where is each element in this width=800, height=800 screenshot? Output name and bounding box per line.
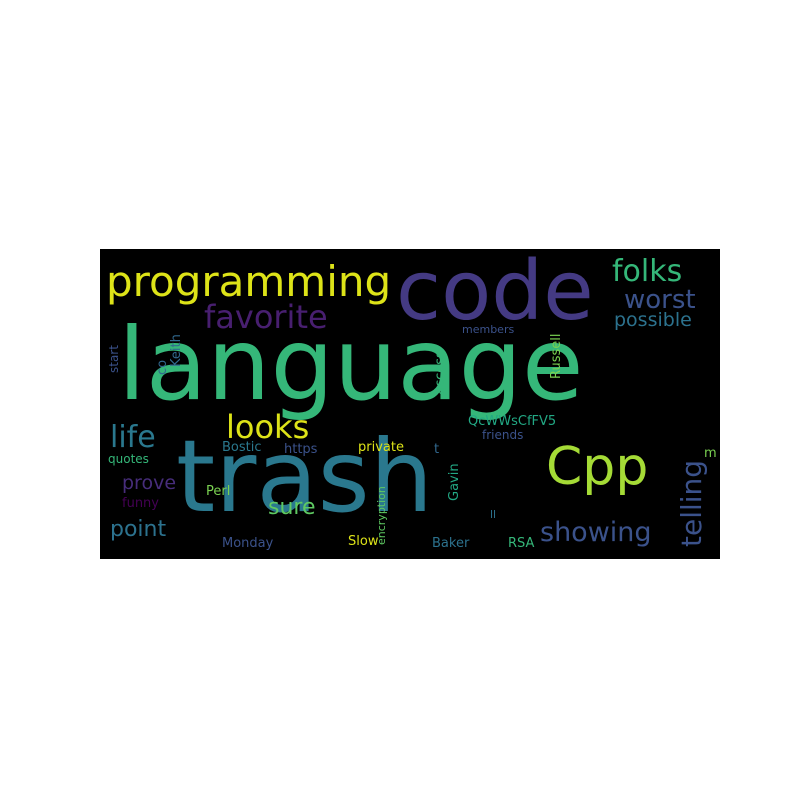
word-point: point — [110, 517, 167, 542]
word-showing: showing — [540, 517, 652, 548]
word-trash: trash — [176, 418, 434, 535]
word-telling: telling — [675, 459, 708, 547]
word-gavin: Gavin — [447, 463, 462, 501]
word-co: co — [155, 359, 170, 375]
word-quotes: quotes — [108, 452, 149, 466]
word-funny: funny — [122, 496, 159, 511]
word-baker: Baker — [432, 536, 470, 551]
word-https: https — [284, 442, 318, 457]
word-members: members — [462, 323, 515, 336]
word-looks: looks — [226, 408, 310, 446]
word-monday: Monday — [222, 536, 274, 551]
word-access: access — [433, 351, 448, 395]
word-russell: Russell — [549, 333, 564, 379]
word-ll: ll — [490, 508, 497, 521]
word-cpp: Cpp — [546, 437, 649, 497]
word-language: language — [118, 306, 584, 423]
word-t: t — [434, 442, 440, 457]
word-keith: Keith — [169, 334, 184, 367]
word-code: code — [396, 249, 594, 339]
word-bostic: Bostic — [222, 440, 262, 455]
word-life: life — [110, 420, 156, 455]
word-friends: friends — [482, 428, 524, 442]
word-m: m — [704, 446, 717, 461]
word-programming: programming — [106, 257, 392, 306]
word-private: private — [358, 440, 404, 455]
word-rsa: RSA — [508, 536, 535, 551]
word-cloud: language trash code Cpp programming favo… — [100, 249, 720, 559]
word-possible: possible — [614, 309, 692, 331]
word-sure: sure — [268, 495, 316, 520]
word-start: start — [107, 345, 121, 373]
word-perl: Perl — [206, 484, 231, 499]
word-folks: folks — [612, 254, 683, 289]
word-favorite: favorite — [204, 298, 328, 336]
word-prove: prove — [122, 472, 177, 494]
word-slow: Slow — [348, 534, 379, 549]
word-qcwwscffv5: QcWWsCfFV5 — [468, 414, 557, 429]
word-worst: worst — [624, 285, 696, 315]
